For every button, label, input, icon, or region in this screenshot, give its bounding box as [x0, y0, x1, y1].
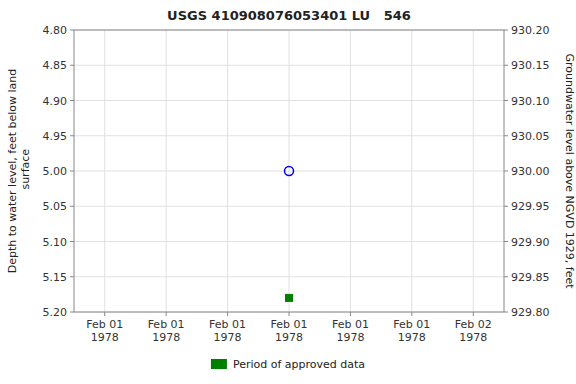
- x-tick-label: Feb 011978: [148, 318, 185, 344]
- legend-item: Period of approved data: [211, 358, 365, 371]
- legend-swatch: [211, 359, 227, 369]
- y2-tick-label: 929.80: [511, 306, 550, 319]
- y2-tick: [504, 241, 508, 242]
- y2-tick: [504, 100, 508, 101]
- y-grid-line: [74, 206, 504, 207]
- y2-tick: [504, 312, 508, 313]
- y2-tick: [504, 135, 508, 136]
- y-tick: [70, 171, 74, 172]
- y-axis: 4.80 4.85 4.90 4.95 5.00 5.05 5.10 5.15 5.20: [43, 24, 75, 319]
- y-tick: [70, 135, 74, 136]
- y2-tick: [504, 276, 508, 277]
- y-tick: [70, 30, 74, 31]
- y2-tick-label: 930.20: [511, 24, 550, 37]
- y-tick: [70, 206, 74, 207]
- legend: Period of approved data: [211, 358, 365, 371]
- text-line: Feb 01: [148, 318, 185, 331]
- title: USGS 410908076053401 LU 546: [167, 8, 411, 23]
- grid: [74, 30, 504, 312]
- point-circle: [285, 167, 294, 176]
- y2-tick-label: 929.95: [511, 200, 550, 213]
- y2-axis-label: Groundwater level above NGVD 1929, feet: [563, 53, 576, 289]
- y-tick: [70, 100, 74, 101]
- y-grid-line: [74, 65, 504, 66]
- page: {"chart_data": { "type": "scatter", "tit…: [0, 0, 576, 384]
- text-line: Feb 01: [86, 318, 123, 331]
- text-line: Feb 01: [209, 318, 246, 331]
- y-grid-line: [74, 100, 504, 101]
- text-line: Groundwater level above NGVD 1929, feet: [563, 53, 576, 289]
- y-tick-label: 5.05: [43, 200, 68, 213]
- text-line: 1978: [336, 331, 364, 344]
- marks: [285, 167, 294, 302]
- point-square: [286, 294, 293, 301]
- text-line: Feb 01: [271, 318, 308, 331]
- text-line: Feb 02: [455, 318, 492, 331]
- x-tick-label: Feb 011978: [393, 318, 430, 344]
- y2-tick: [504, 171, 508, 172]
- y2-tick-label: 930.15: [511, 59, 550, 72]
- y2-tick-label: 929.85: [511, 271, 550, 284]
- y-grid-line: [74, 276, 504, 277]
- y-grid-line: [74, 135, 504, 136]
- x-tick: [473, 312, 474, 316]
- x-tick-label: Feb 011978: [86, 318, 123, 344]
- text-line: Feb 01: [332, 318, 369, 331]
- y-grid-line: [74, 241, 504, 242]
- y-tick-label: 4.95: [43, 130, 68, 143]
- y2-tick: [504, 30, 508, 31]
- x-tick: [350, 312, 351, 316]
- text-line: 1978: [459, 331, 487, 344]
- y-tick-label: 5.00: [43, 165, 68, 178]
- y-tick: [70, 312, 74, 313]
- y2-tick: [504, 65, 508, 66]
- text-line: Depth to water level, feet below land: [6, 69, 19, 274]
- x-axis: Feb 011978Feb 011978Feb 011978Feb 011978…: [86, 312, 492, 344]
- y-tick: [70, 65, 74, 66]
- y2-axis: 930.20 930.15 930.10 930.05 930.00 929.95 929.…: [504, 24, 550, 319]
- text-line: 1978: [91, 331, 119, 344]
- y-tick-label: 4.85: [43, 59, 68, 72]
- chart: Feb 011978Feb 011978Feb 011978Feb 011978…: [0, 0, 576, 384]
- x-tick-label: Feb 011978: [332, 318, 369, 344]
- x-tick-label: Feb 011978: [271, 318, 308, 344]
- y-tick-label: 4.90: [43, 95, 68, 108]
- y-axis-label: Depth to water level, feet below land su…: [6, 69, 32, 274]
- y2-tick-label: 930.05: [511, 130, 550, 143]
- text-line: 1978: [152, 331, 180, 344]
- y2-tick-label: 930.10: [511, 95, 550, 108]
- plot-frame: [74, 30, 504, 312]
- text-line: 1978: [214, 331, 242, 344]
- y2-tick: [504, 206, 508, 207]
- x-tick: [104, 312, 105, 316]
- y-tick: [70, 241, 74, 242]
- y-tick-label: 5.10: [43, 236, 68, 249]
- x-tick: [166, 312, 167, 316]
- y-tick-label: 5.15: [43, 271, 68, 284]
- x-tick: [289, 312, 290, 316]
- x-tick-label: Feb 011978: [209, 318, 246, 344]
- text-line: 1978: [398, 331, 426, 344]
- x-tick: [227, 312, 228, 316]
- y-tick-label: 4.80: [43, 24, 68, 37]
- y2-tick-label: 929.90: [511, 236, 550, 249]
- text-line: surface: [19, 149, 32, 193]
- y2-tick-label: 930.00: [511, 165, 550, 178]
- y-grid-line: [74, 171, 504, 172]
- y-tick: [70, 276, 74, 277]
- legend-label: Period of approved data: [233, 358, 365, 371]
- x-tick-label: Feb 021978: [455, 318, 492, 344]
- x-tick: [411, 312, 412, 316]
- y-tick-label: 5.20: [43, 306, 68, 319]
- text-line: 1978: [275, 331, 303, 344]
- text-line: Feb 01: [393, 318, 430, 331]
